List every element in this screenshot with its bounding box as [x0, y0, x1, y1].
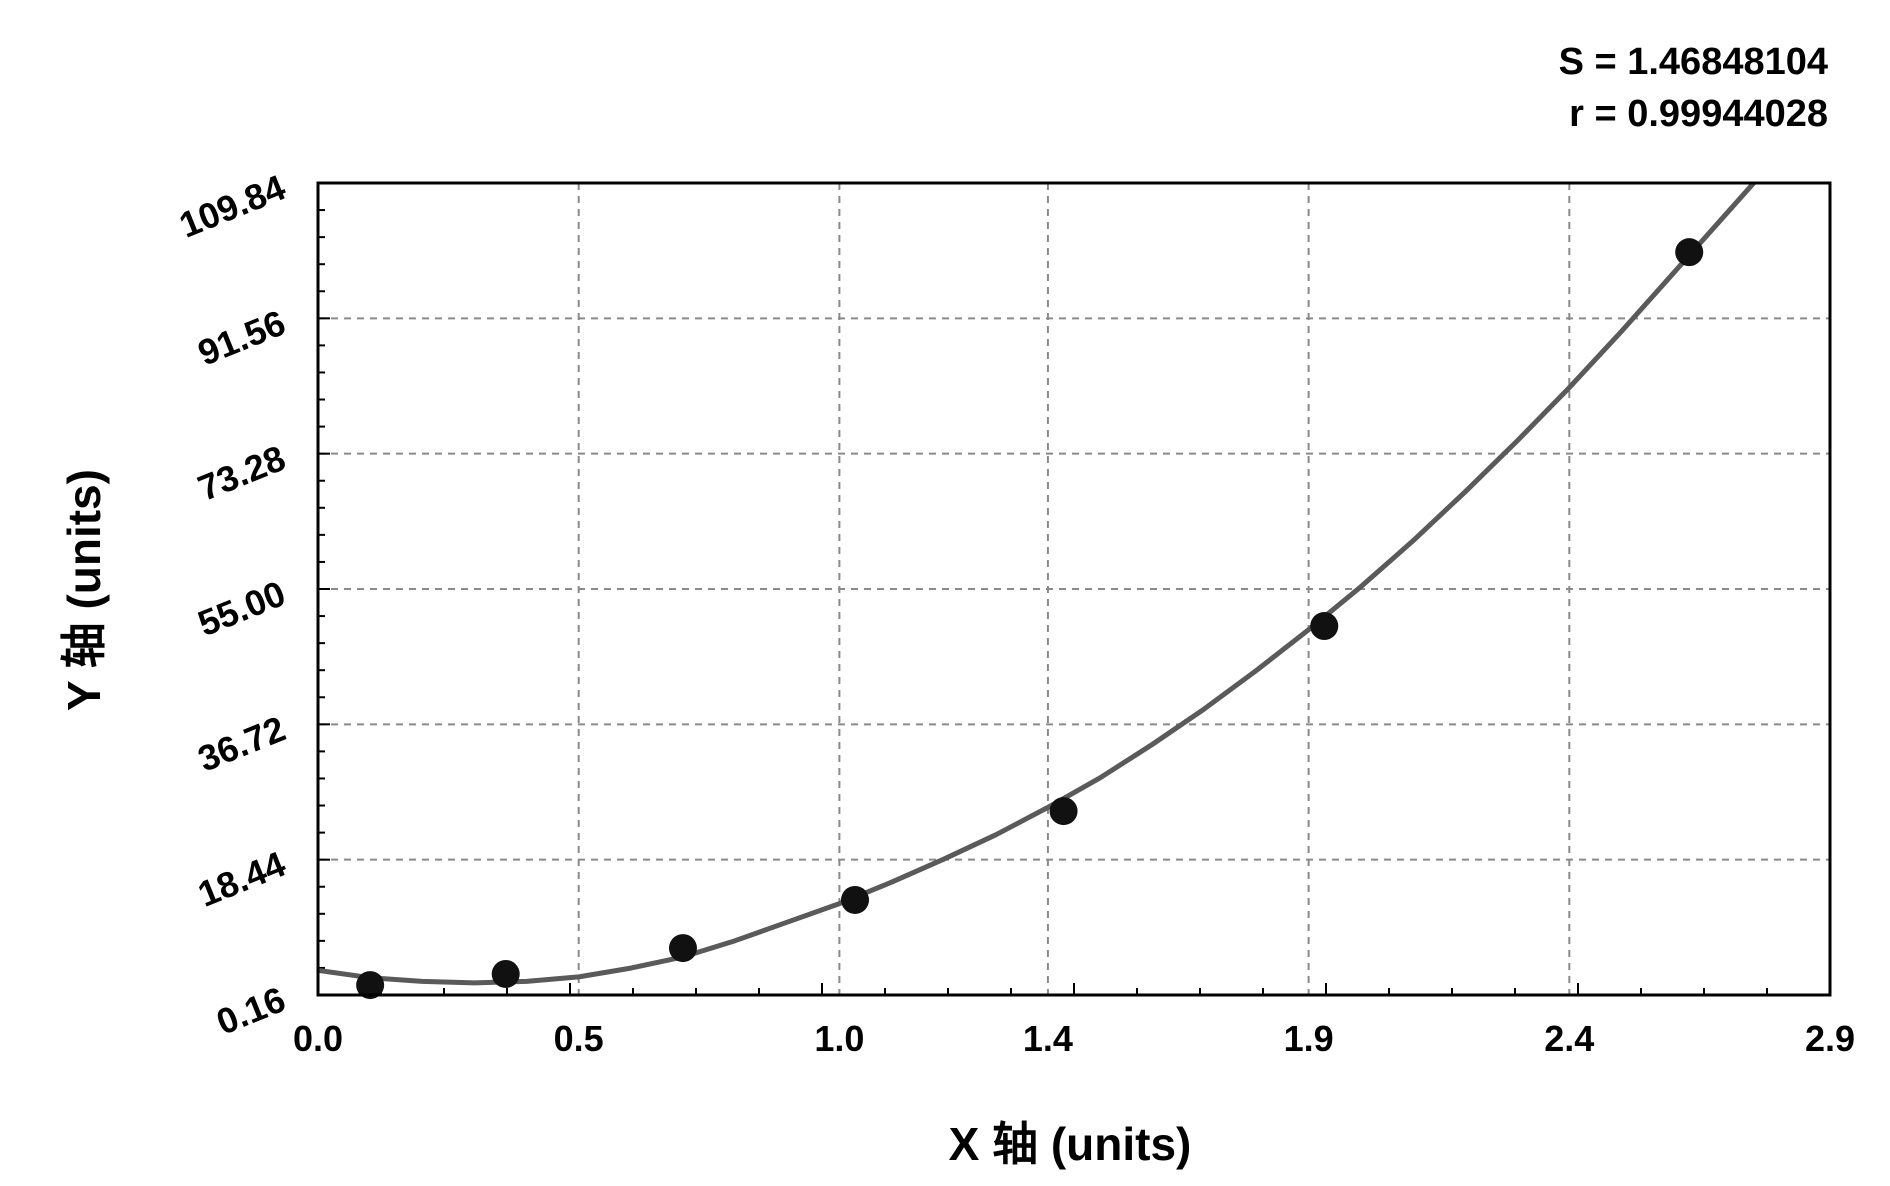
y-tick-label: 109.84: [174, 166, 291, 245]
y-tick-label: 36.72: [192, 708, 291, 780]
x-tick-label: 2.9: [1805, 1018, 1855, 1059]
x-axis-title: X 轴 (units): [949, 1118, 1192, 1170]
data-point: [1675, 238, 1704, 267]
data-points-layer: [356, 238, 1704, 1000]
grid: [318, 183, 1830, 995]
data-point: [668, 934, 697, 963]
data-point: [491, 959, 520, 988]
fit-curve: [318, 183, 1758, 986]
data-point: [1310, 612, 1339, 641]
data-point: [1049, 797, 1078, 826]
fit-curve-layer: [318, 183, 1758, 986]
x-tick-label: 0.0: [293, 1018, 343, 1059]
x-tick-label: 0.5: [554, 1018, 604, 1059]
x-tick-label: 1.4: [1023, 1018, 1073, 1059]
data-point: [356, 971, 385, 1000]
y-tick-labels: 0.16 18.44 36.72 55.00 73.28 91.56 109.84: [174, 166, 291, 1042]
y-tick-label: 91.56: [192, 302, 291, 374]
x-tick-labels: 0.0 0.5 1.0 1.4 1.9 2.4 2.9: [293, 1018, 1855, 1059]
stat-r-value: r = 0.99944028: [1569, 93, 1828, 135]
y-tick-label: 55.00: [192, 572, 291, 644]
data-point: [841, 885, 870, 914]
stat-s-value: S = 1.46848104: [1559, 41, 1828, 83]
y-tick-label: 73.28: [192, 437, 291, 509]
x-tick-label: 1.9: [1284, 1018, 1334, 1059]
y-axis-title: Y 轴 (units): [58, 469, 110, 711]
x-tick-label: 1.0: [814, 1018, 864, 1059]
y-tick-label: 0.16: [211, 978, 291, 1042]
plot-area-frame: [316, 181, 1832, 997]
x-tick-label: 2.4: [1544, 1018, 1594, 1059]
y-tick-label: 18.44: [192, 843, 291, 915]
